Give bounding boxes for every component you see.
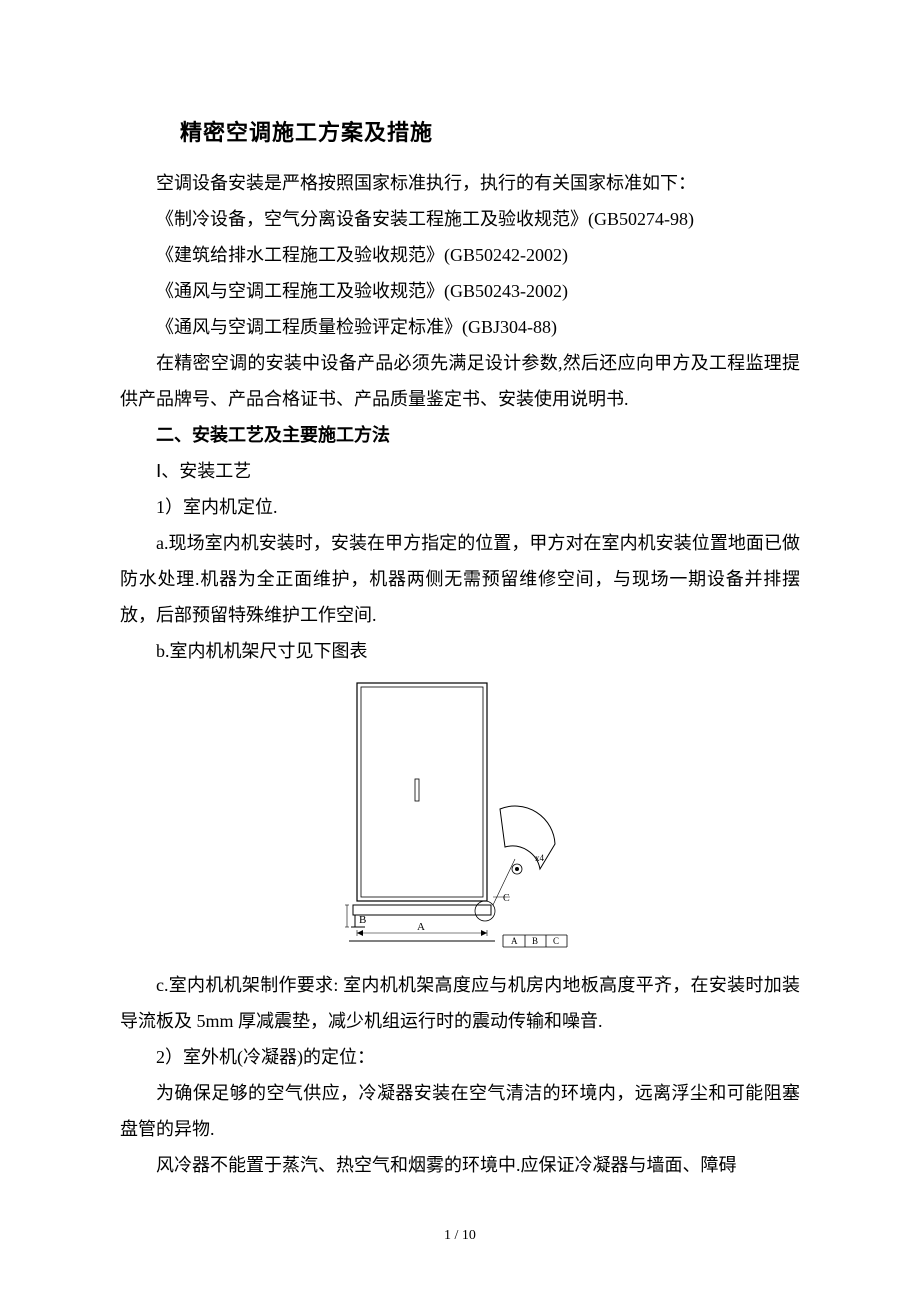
diagram-container: x4 B A C A B C — [120, 679, 800, 959]
table-col-a: A — [511, 936, 518, 946]
paragraph-req: 在精密空调的安装中设备产品必须先满足设计参数,然后还应向甲方及工程监理提供产品牌… — [120, 345, 800, 417]
paragraph-intro: 空调设备安装是严格按照国家标准执行，执行的有关国家标准如下： — [120, 165, 800, 201]
sub-1: 1）室内机定位. — [120, 489, 800, 525]
label-b-left: B — [359, 914, 366, 926]
paragraph-d: 为确保足够的空气供应，冷凝器安装在空气清洁的环境内，远离浮尘和可能阻塞盘管的异物… — [120, 1075, 800, 1147]
table-col-b: B — [532, 936, 538, 946]
sub-2: 2）室外机(冷凝器)的定位： — [120, 1039, 800, 1075]
document-title: 精密空调施工方案及措施 — [180, 115, 800, 147]
sub-i: Ⅰ、安装工艺 — [120, 453, 800, 489]
table-col-c: C — [553, 936, 559, 946]
paragraph-std3: 《通风与空调工程施工及验收规范》(GB50243-2002) — [120, 273, 800, 309]
indoor-unit-diagram: x4 B A C A B C — [345, 679, 575, 959]
paragraph-std2: 《建筑给排水工程施工及验收规范》(GB50242-2002) — [120, 237, 800, 273]
heading-2: 二、安装工艺及主要施工方法 — [120, 417, 800, 453]
paragraph-a: a.现场室内机安装时，安装在甲方指定的位置，甲方对在室内机安装位置地面已做防水处… — [120, 525, 800, 633]
paragraph-e: 风冷器不能置于蒸汽、热空气和烟雾的环境中.应保证冷凝器与墙面、障碍 — [120, 1147, 800, 1183]
page-number: 1 / 10 — [0, 1228, 920, 1244]
label-c-foot: C — [503, 893, 510, 904]
label-x4: x4 — [535, 853, 545, 863]
paragraph-std1: 《制冷设备，空气分离设备安装工程施工及验收规范》(GB50274-98) — [120, 201, 800, 237]
paragraph-c: c.室内机机架制作要求: 室内机机架高度应与机房内地板高度平齐，在安装时加装导流… — [120, 967, 800, 1039]
document-page: 精密空调施工方案及措施 空调设备安装是严格按照国家标准执行，执行的有关国家标准如… — [0, 0, 920, 1302]
paragraph-std4: 《通风与空调工程质量检验评定标准》(GBJ304-88) — [120, 309, 800, 345]
label-a-main: A — [417, 921, 425, 933]
paragraph-b: b.室内机机架尺寸见下图表 — [120, 633, 800, 669]
